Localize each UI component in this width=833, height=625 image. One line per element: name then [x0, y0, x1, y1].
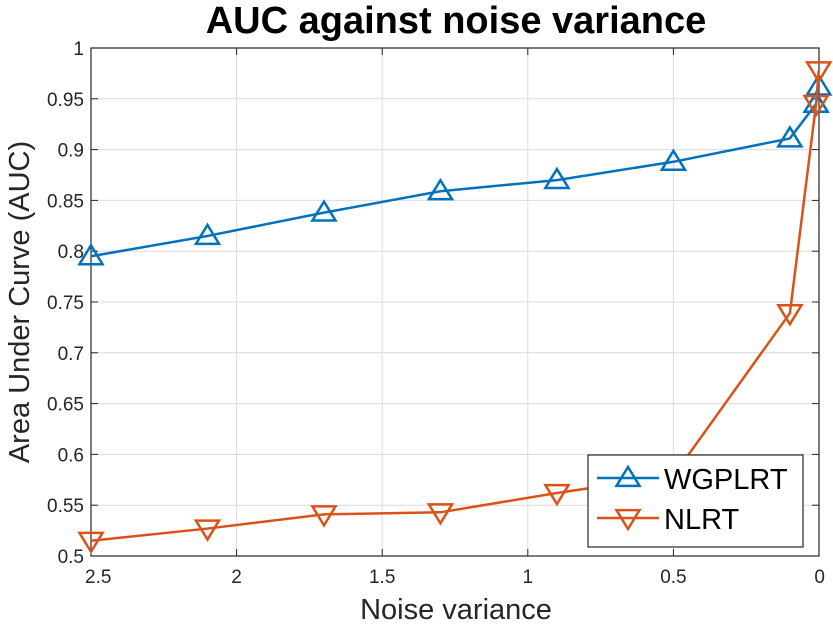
data-point-nlrt	[426, 503, 455, 526]
data-point-wgplrt	[659, 148, 688, 171]
ticks: 2.5 2 1.5 1 0.5 0 0.5 0.55 0.6 0.65 0.7 0.75 0.8 0.85…	[47, 39, 825, 588]
x-tick-label: 0	[814, 567, 825, 588]
y-tick-label: 0.9	[58, 141, 84, 162]
x-tick-label: 1.5	[369, 567, 395, 588]
chart-title: AUC against noise variance	[206, 0, 707, 42]
y-tick-label: 0.7	[58, 344, 84, 365]
x-tick-label: 1	[523, 567, 534, 588]
x-axis-label: Noise variance	[360, 594, 552, 625]
series-line-wgplrt	[90, 86, 820, 258]
y-tick-label: 0.6	[58, 445, 84, 466]
x-tick-label: 0.5	[660, 567, 686, 588]
x-tick-label: 2	[231, 567, 242, 588]
legend-label-nlrt: NLRT	[664, 504, 739, 536]
legend-marker-wgplrt	[614, 464, 642, 488]
data-point-nlrt	[77, 531, 105, 555]
legend: WGPLRT NLRT	[587, 454, 804, 548]
data-point-wgplrt	[310, 199, 338, 222]
series-line-nlrt	[90, 70, 820, 543]
y-tick-label: 0.55	[47, 496, 84, 517]
data-point-nlrt	[310, 505, 338, 528]
legend-marker-nlrt	[614, 508, 642, 532]
data-point-nlrt	[193, 519, 222, 542]
data-point-nlrt	[776, 304, 804, 327]
data-point-wgplrt	[776, 125, 804, 148]
y-tick-label: 0.8	[58, 242, 84, 263]
y-tick-label: 0.85	[47, 191, 84, 212]
data-point-nlrt	[804, 61, 833, 84]
y-tick-label: 0.5	[58, 547, 84, 568]
y-tick-label: 1	[73, 39, 84, 60]
data-point-nlrt	[802, 94, 830, 118]
data-point-wgplrt	[426, 177, 455, 201]
legend-box	[587, 454, 804, 548]
y-tick-label: 0.75	[47, 293, 84, 314]
data-point-wgplrt	[193, 222, 222, 246]
y-axis-label: Area Under Curve (AUC)	[4, 141, 36, 463]
y-tick-label: 0.65	[47, 395, 84, 416]
data-point-wgplrt	[543, 166, 571, 190]
legend-label-wgplrt: WGPLRT	[664, 464, 788, 496]
x-tick-label: 2.5	[85, 567, 111, 588]
data-point-nlrt	[543, 483, 571, 507]
y-tick-label: 0.95	[47, 90, 84, 111]
data-point-wgplrt	[804, 73, 833, 96]
data-point-wgplrt	[77, 242, 105, 266]
series-layer	[77, 61, 833, 555]
